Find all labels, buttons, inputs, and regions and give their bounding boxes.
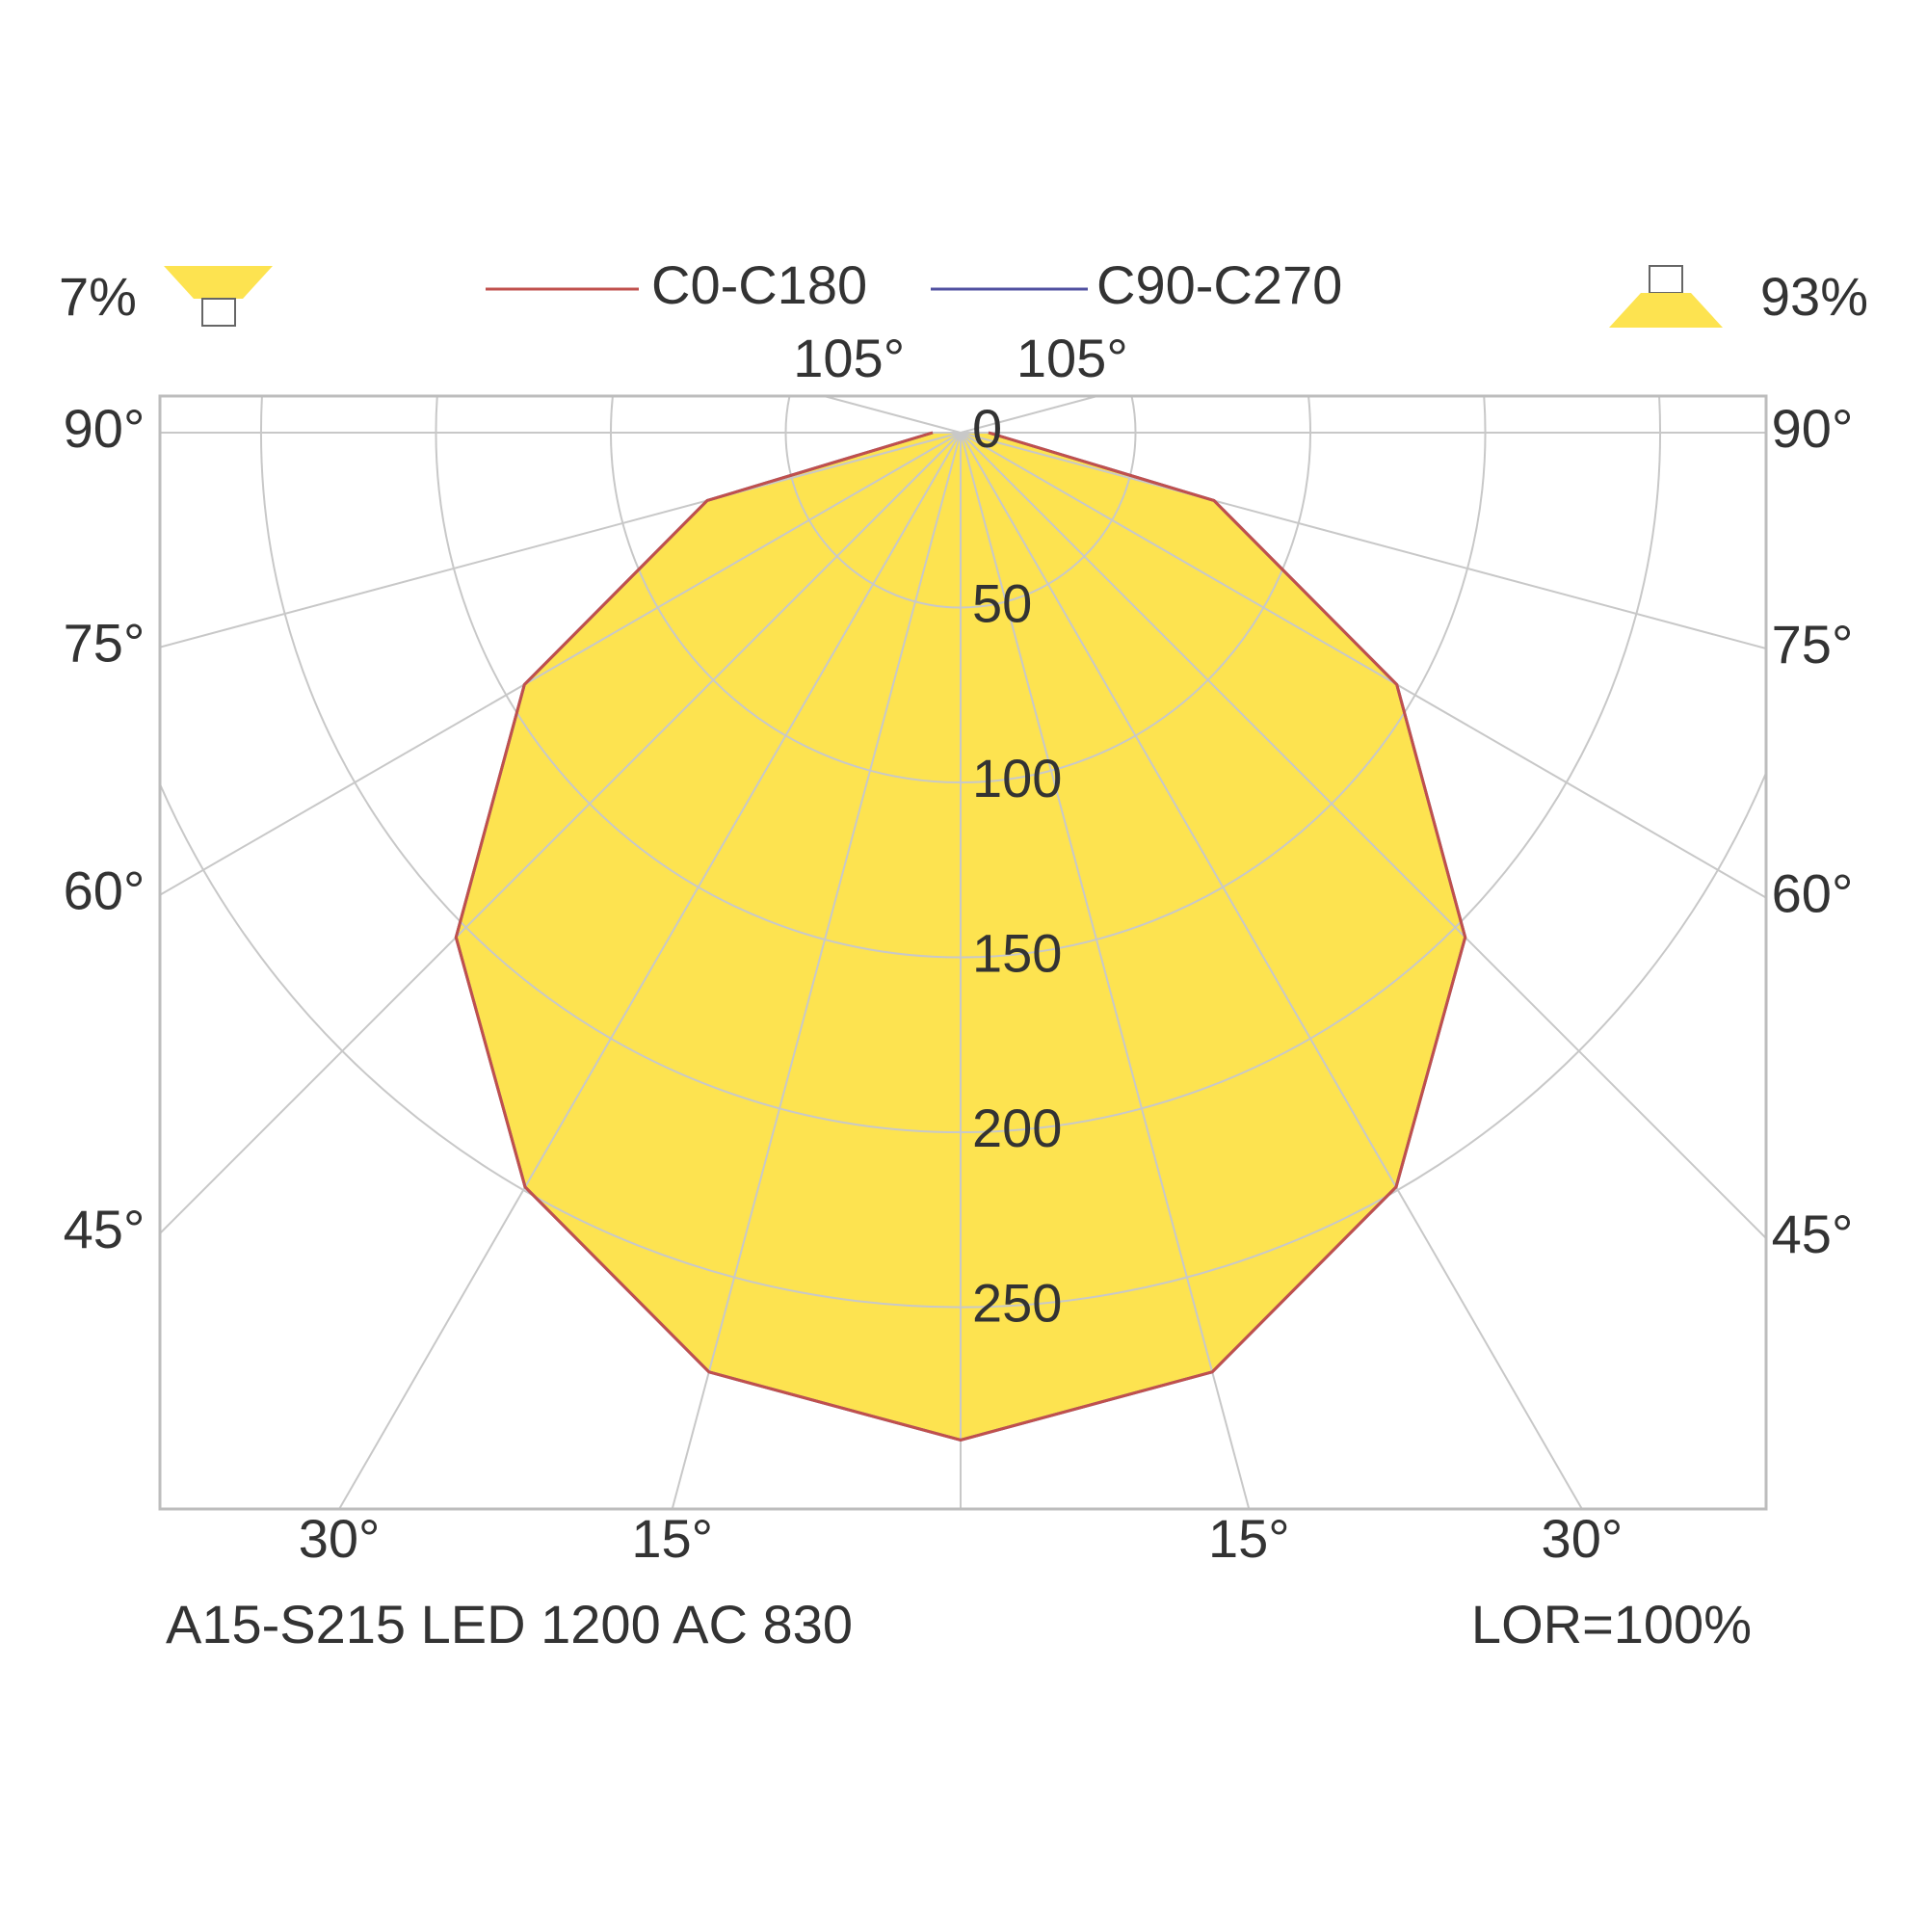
radial-label: 100	[972, 748, 1062, 808]
angle-ray	[160, 432, 962, 896]
angle-label: 15°	[1208, 1508, 1290, 1569]
angle-label: 90°	[64, 398, 145, 459]
downward-share: 93%	[1760, 266, 1868, 327]
downward-icon	[1609, 265, 1723, 328]
footer-right: LOR=100%	[1471, 1594, 1752, 1654]
angle-label: 75°	[1772, 614, 1854, 675]
upward-icon	[164, 266, 273, 327]
angle-label: 75°	[64, 612, 145, 673]
angle-ray	[960, 396, 1098, 434]
frame	[158, 394, 1768, 1511]
radial-label: 0	[972, 398, 1002, 459]
angle-ray	[338, 432, 962, 1509]
angle-label: 45°	[1772, 1204, 1854, 1264]
radial-label: 200	[972, 1098, 1062, 1158]
angle-label: 60°	[1772, 862, 1854, 923]
angle-label: 60°	[64, 860, 145, 921]
legend-label: C90-C270	[1096, 254, 1342, 315]
angle-ray	[960, 432, 1766, 899]
angle-ray	[823, 396, 962, 434]
angle-label: 105°	[1016, 328, 1128, 388]
grid	[160, 396, 1766, 1509]
radial-label: 50	[972, 572, 1032, 633]
angle-label: 45°	[64, 1199, 145, 1259]
angle-ray	[960, 432, 1766, 649]
angle-label: 30°	[299, 1508, 381, 1569]
radial-label: 150	[972, 922, 1062, 983]
angle-ray	[960, 432, 1766, 1239]
radial-label: 250	[972, 1272, 1062, 1333]
angle-ray	[160, 432, 962, 1234]
footer-left: A15-S215 LED 1200 AC 830	[166, 1594, 853, 1654]
upward-share: 7%	[59, 266, 137, 327]
legend-label: C0-C180	[651, 254, 867, 315]
angle-ray	[960, 432, 1251, 1509]
angle-ray	[160, 432, 962, 648]
angle-label: 15°	[631, 1508, 713, 1569]
angle-label: 105°	[793, 328, 905, 388]
intensity-curve	[454, 431, 1467, 1442]
angle-ray	[671, 432, 962, 1509]
angle-label: 30°	[1542, 1508, 1623, 1569]
angle-label: 90°	[1772, 398, 1854, 459]
angle-ray	[960, 432, 1583, 1509]
